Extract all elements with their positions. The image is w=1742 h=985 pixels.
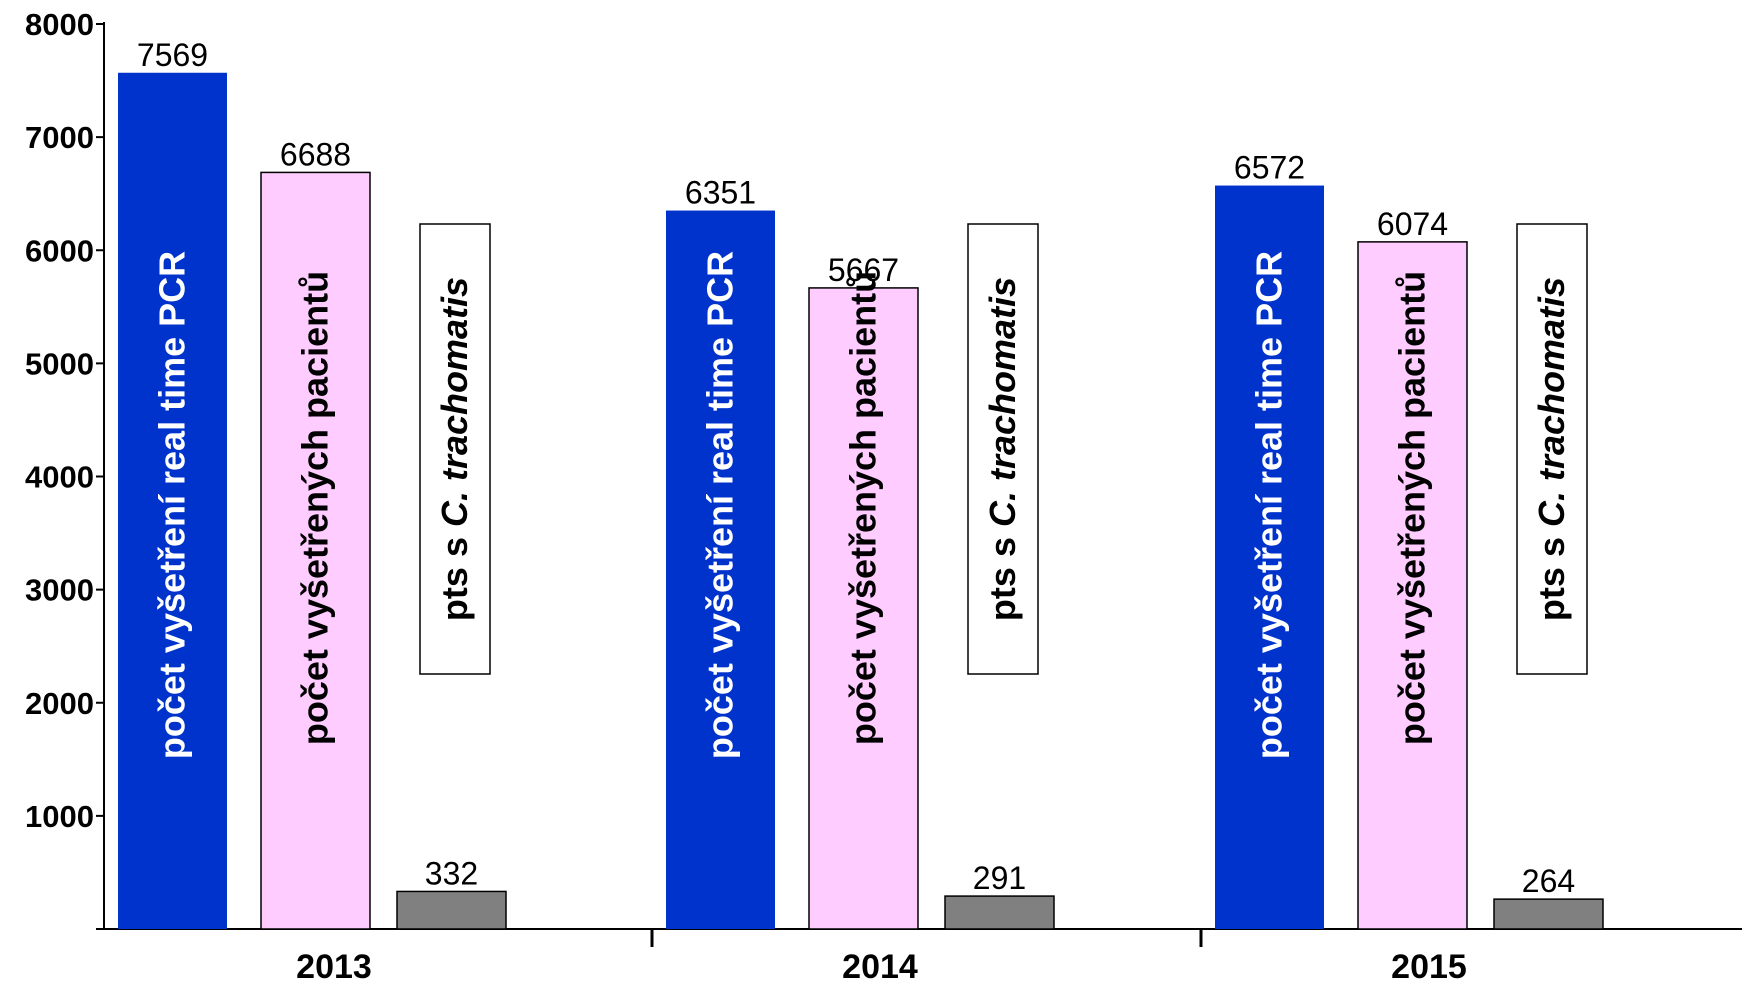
bar-annotation-box: [419, 223, 491, 675]
annotation-prefix: pts s: [1531, 527, 1572, 621]
data-label: 6688: [280, 136, 351, 172]
bar-inner-label: počet vyšetření real time PCR: [1249, 251, 1290, 759]
y-tick-label: 7000: [25, 120, 94, 155]
bar-inner-label: počet vyšetřených pacientů: [843, 271, 884, 745]
bar-inner-label: počet vyšetření real time PCR: [152, 251, 193, 759]
bar-annotation-label: pts s C. trachomatis: [434, 277, 475, 621]
data-label: 264: [1522, 863, 1575, 899]
data-label: 6351: [685, 175, 756, 211]
x-category-label: 2015: [1391, 948, 1467, 985]
x-category-label: 2014: [842, 948, 918, 985]
bar: [808, 287, 919, 930]
bar: [1493, 898, 1604, 930]
bar: [260, 171, 371, 930]
y-tick-label: 8000: [25, 7, 94, 42]
annotation-prefix: pts s: [434, 527, 475, 621]
bar: [1357, 241, 1468, 930]
y-tick-label: 6000: [25, 233, 94, 268]
annotation-species: C. trachomatis: [1531, 277, 1572, 527]
x-category-label: 2013: [296, 948, 372, 985]
bar-inner-label: počet vyšetření real time PCR: [700, 251, 741, 759]
bar-inner-label: počet vyšetřených pacientů: [295, 271, 336, 745]
bar: [666, 210, 775, 930]
axes: 1000 2000 3000 4000 5000 6000 7000 8000: [25, 7, 1742, 947]
bar-inner-label: počet vyšetřených pacientů: [1392, 271, 1433, 745]
data-label: 5667: [828, 252, 899, 288]
labels: 2013 2014 2015 7569 počet vyšetření real tim…: [137, 37, 1588, 985]
bar-annotation-label: pts s C. trachomatis: [1531, 277, 1572, 621]
y-tick-label: 4000: [25, 460, 94, 495]
data-label: 291: [973, 860, 1026, 896]
bar-annotation-label: pts s C. trachomatis: [982, 277, 1023, 621]
data-label: 6074: [1377, 206, 1448, 242]
y-tick-label: 2000: [25, 686, 94, 721]
bars: [118, 72, 1604, 930]
y-tick-label: 1000: [25, 799, 94, 834]
annotation-species: C. trachomatis: [434, 277, 475, 527]
bar: [396, 890, 507, 930]
bar: [118, 72, 227, 929]
data-label: 7569: [137, 37, 208, 73]
y-tick-label: 5000: [25, 346, 94, 381]
data-label: 6572: [1234, 150, 1305, 186]
annotation-species: C. trachomatis: [982, 277, 1023, 527]
data-label: 332: [425, 855, 478, 891]
bar: [1215, 185, 1324, 930]
bar: [944, 895, 1055, 930]
bar-annotation-box: [967, 223, 1039, 675]
y-tick-label: 3000: [25, 573, 94, 608]
bar-annotation-box: [1516, 223, 1588, 675]
annotation-prefix: pts s: [982, 527, 1023, 621]
